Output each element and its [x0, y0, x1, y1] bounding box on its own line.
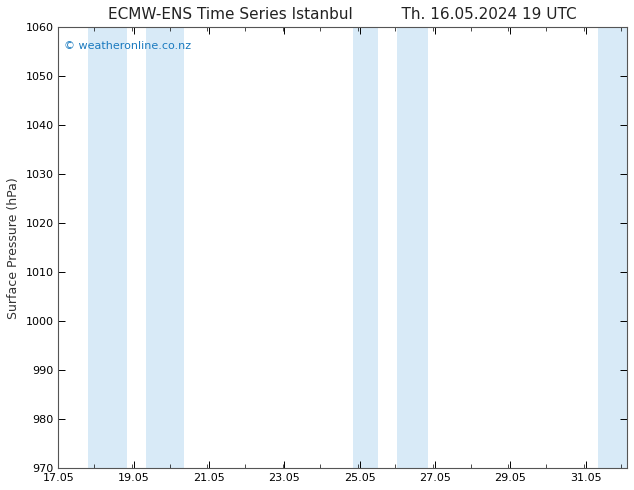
Bar	[146, 27, 184, 468]
Title: ECMW-ENS Time Series Istanbul          Th. 16.05.2024 19 UTC: ECMW-ENS Time Series Istanbul Th. 16.05.…	[108, 7, 577, 22]
Text: © weatheronline.co.nz: © weatheronline.co.nz	[64, 41, 191, 50]
Bar	[88, 27, 127, 468]
Bar	[353, 27, 378, 468]
Bar	[598, 27, 627, 468]
Y-axis label: Surface Pressure (hPa): Surface Pressure (hPa)	[7, 177, 20, 318]
Bar	[397, 27, 429, 468]
